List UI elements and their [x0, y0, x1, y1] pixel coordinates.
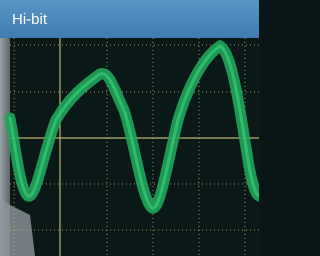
- page: Hi-bit (() => { const data = JSON.parse(…: [0, 0, 259, 256]
- oscilloscope-screenshot: Hi-bit: [0, 0, 259, 256]
- title-label: Hi-bit: [12, 11, 48, 28]
